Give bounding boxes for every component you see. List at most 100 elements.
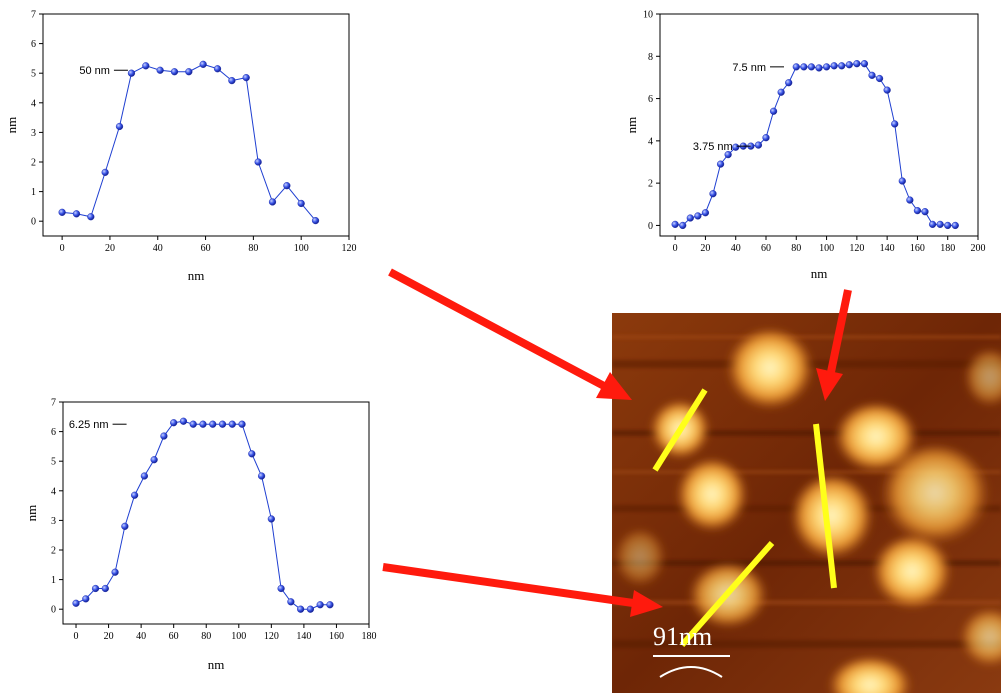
data-point-25	[316, 601, 324, 609]
data-point-15	[785, 79, 793, 87]
data-point-11	[213, 65, 222, 73]
data-point-10	[170, 419, 178, 427]
x-tick-label-4: 80	[248, 243, 258, 254]
data-point-0	[671, 220, 679, 228]
data-point-25	[860, 60, 869, 68]
data-point-26	[326, 601, 334, 609]
data-point-19	[815, 64, 823, 72]
data-point-5	[121, 522, 129, 530]
data-point-4	[701, 209, 710, 217]
y-axis-title: nm	[624, 117, 639, 134]
x-tick-label-0: 0	[74, 631, 79, 642]
data-point-3	[694, 212, 702, 220]
data-point-11	[754, 141, 763, 149]
y-tick-label-6: 6	[51, 427, 56, 438]
data-point-24	[853, 60, 861, 68]
annotation-label-1: 3.75 nm	[693, 141, 733, 153]
y-tick-label-3: 3	[51, 516, 56, 527]
scale-bar: 91nm	[653, 622, 730, 678]
data-point-21	[277, 584, 285, 593]
x-tick-label-9: 180	[362, 631, 377, 642]
data-point-19	[257, 472, 266, 480]
data-point-28	[883, 86, 891, 94]
annotation-label-0: 50 nm	[79, 65, 110, 77]
height-profile-chart-3: 0 20 40 60 80 100 120 140 160 180 0 1 2 3 4 5 6 7 nm nm 6.25…	[24, 398, 377, 673]
data-point-15	[218, 420, 227, 428]
y-tick-label-4: 4	[51, 486, 56, 497]
series-line	[75, 420, 330, 610]
y-tick-label-6: 6	[31, 39, 36, 50]
x-tick-label-2: 40	[731, 243, 741, 254]
data-point-17	[238, 420, 246, 428]
profile-line-2	[813, 423, 837, 589]
data-point-1	[82, 595, 90, 603]
data-point-33	[921, 208, 929, 216]
x-tick-label-8: 160	[910, 243, 925, 254]
data-point-7	[156, 66, 164, 74]
y-tick-label-4: 4	[31, 98, 36, 109]
data-point-29	[891, 120, 899, 128]
data-point-18	[311, 217, 320, 225]
y-tick-label-0: 0	[648, 221, 653, 232]
data-point-22	[838, 62, 846, 70]
y-tick-label-2: 4	[648, 136, 653, 147]
data-point-12	[228, 76, 236, 85]
y-tick-label-1: 1	[31, 187, 36, 198]
x-tick-label-2: 40	[153, 243, 163, 254]
y-tick-label-1: 2	[648, 179, 653, 190]
data-point-8	[732, 143, 740, 151]
y-tick-label-0: 0	[51, 605, 56, 616]
annotation-label-0: 7.5 nm	[732, 62, 766, 74]
y-tick-label-5: 10	[643, 10, 653, 21]
data-point-15	[268, 198, 277, 206]
data-point-8	[150, 456, 158, 464]
x-tick-label-8: 160	[329, 631, 344, 642]
data-point-26	[868, 71, 876, 79]
data-point-16	[283, 182, 291, 190]
data-point-34	[928, 220, 937, 228]
data-point-9	[185, 68, 193, 76]
data-point-9	[160, 432, 168, 440]
x-tick-label-0: 0	[673, 243, 678, 254]
y-tick-label-5: 5	[51, 457, 56, 468]
x-tick-label-10: 200	[971, 243, 986, 254]
x-tick-label-6: 120	[849, 243, 864, 254]
data-point-35	[936, 220, 944, 228]
data-point-2	[87, 213, 95, 221]
x-tick-label-6: 120	[342, 243, 357, 254]
height-profile-chart-2: 0 20 40 60 80 100 120 140 160 180 200 0 2 4 6 8 10 nm nm 7.…	[624, 10, 986, 282]
x-tick-label-2: 40	[136, 631, 146, 642]
data-point-21	[830, 62, 838, 70]
y-tick-label-4: 8	[648, 52, 653, 63]
y-tick-label-0: 0	[31, 217, 36, 228]
x-tick-label-4: 80	[201, 631, 211, 642]
data-point-16	[228, 420, 236, 428]
annotation-label-0: 6.25 nm	[69, 419, 109, 431]
plot-frame	[62, 401, 370, 625]
scale-bar-label: 91nm	[653, 622, 712, 651]
data-point-16	[792, 63, 800, 71]
profile-line-1	[652, 388, 708, 472]
data-point-4	[115, 122, 124, 131]
data-point-1	[679, 221, 687, 230]
data-point-11	[179, 417, 188, 425]
data-point-2	[91, 584, 100, 593]
data-point-2	[686, 214, 694, 222]
data-point-22	[287, 598, 295, 606]
y-tick-label-7: 7	[31, 10, 36, 21]
x-tick-label-1: 20	[104, 631, 114, 642]
arrow-to-line-3	[382, 563, 663, 617]
data-point-10	[199, 60, 207, 68]
x-tick-label-7: 140	[296, 631, 311, 642]
data-point-5	[127, 69, 136, 77]
height-profile-chart-1: 0 20 40 60 80 100 120 0 1 2 3 4 5 6 7 nm nm 50 nm	[4, 10, 357, 284]
x-tick-label-3: 60	[761, 243, 771, 254]
data-point-12	[189, 420, 197, 428]
profile-lines	[652, 388, 837, 647]
y-tick-label-2: 2	[31, 158, 36, 169]
y-tick-label-3: 3	[31, 128, 36, 139]
x-axis-title: nm	[811, 266, 828, 281]
data-point-17	[297, 199, 305, 208]
y-axis-title: nm	[4, 117, 19, 134]
